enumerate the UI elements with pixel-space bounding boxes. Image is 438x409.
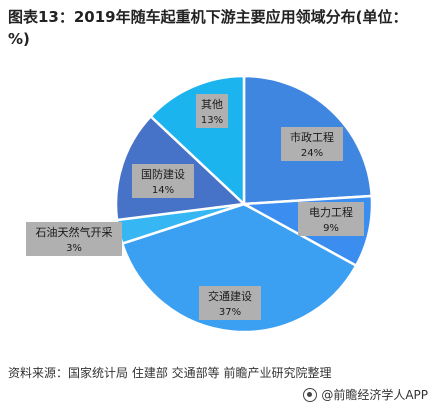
slice-label: 市政工程 24%	[281, 127, 343, 161]
slice-value-label: 9%	[323, 223, 339, 234]
slice-label-box	[132, 164, 194, 198]
brand-text: @前瞻经济学人APP	[321, 388, 428, 402]
slice-label-box	[298, 202, 364, 236]
slice-value-label: 24%	[301, 148, 323, 159]
slice-label: 国防建设 14%	[132, 164, 194, 198]
slice-label: 石油天然气开采 3%	[26, 222, 122, 256]
slice-category-label: 电力工程	[309, 206, 353, 219]
slice-category-label: 其他	[201, 98, 223, 111]
slice-category-label: 交通建设	[208, 289, 252, 303]
slice-label-box	[281, 127, 343, 161]
slice-value-label: 37%	[219, 307, 241, 318]
chart-title: 图表13：2019年随车起重机下游主要应用领域分布(单位：%)	[8, 8, 408, 48]
slice-value-label: 14%	[152, 185, 174, 196]
slice-label-box	[199, 286, 261, 320]
brand-logo-icon	[303, 387, 318, 402]
source-note: 资料来源：国家统计局 住建部 交通部等 前瞻产业研究院整理	[8, 366, 332, 380]
slice-label: 交通建设 37%	[199, 286, 261, 320]
brand-footer: @前瞻经济学人APP	[303, 386, 428, 403]
slice-label-box	[26, 222, 122, 256]
slice-value-label: 13%	[201, 115, 223, 126]
slice-category-label: 国防建设	[141, 167, 185, 181]
slice-label: 其他 13%	[196, 94, 228, 128]
slice-label-box	[196, 94, 228, 128]
slice-category-label: 市政工程	[290, 130, 334, 144]
pie-slice	[120, 202, 358, 334]
slice-label: 电力工程 9%	[298, 202, 364, 236]
slice-value-label: 3%	[66, 243, 82, 254]
slice-category-label: 石油天然气开采	[36, 225, 113, 239]
